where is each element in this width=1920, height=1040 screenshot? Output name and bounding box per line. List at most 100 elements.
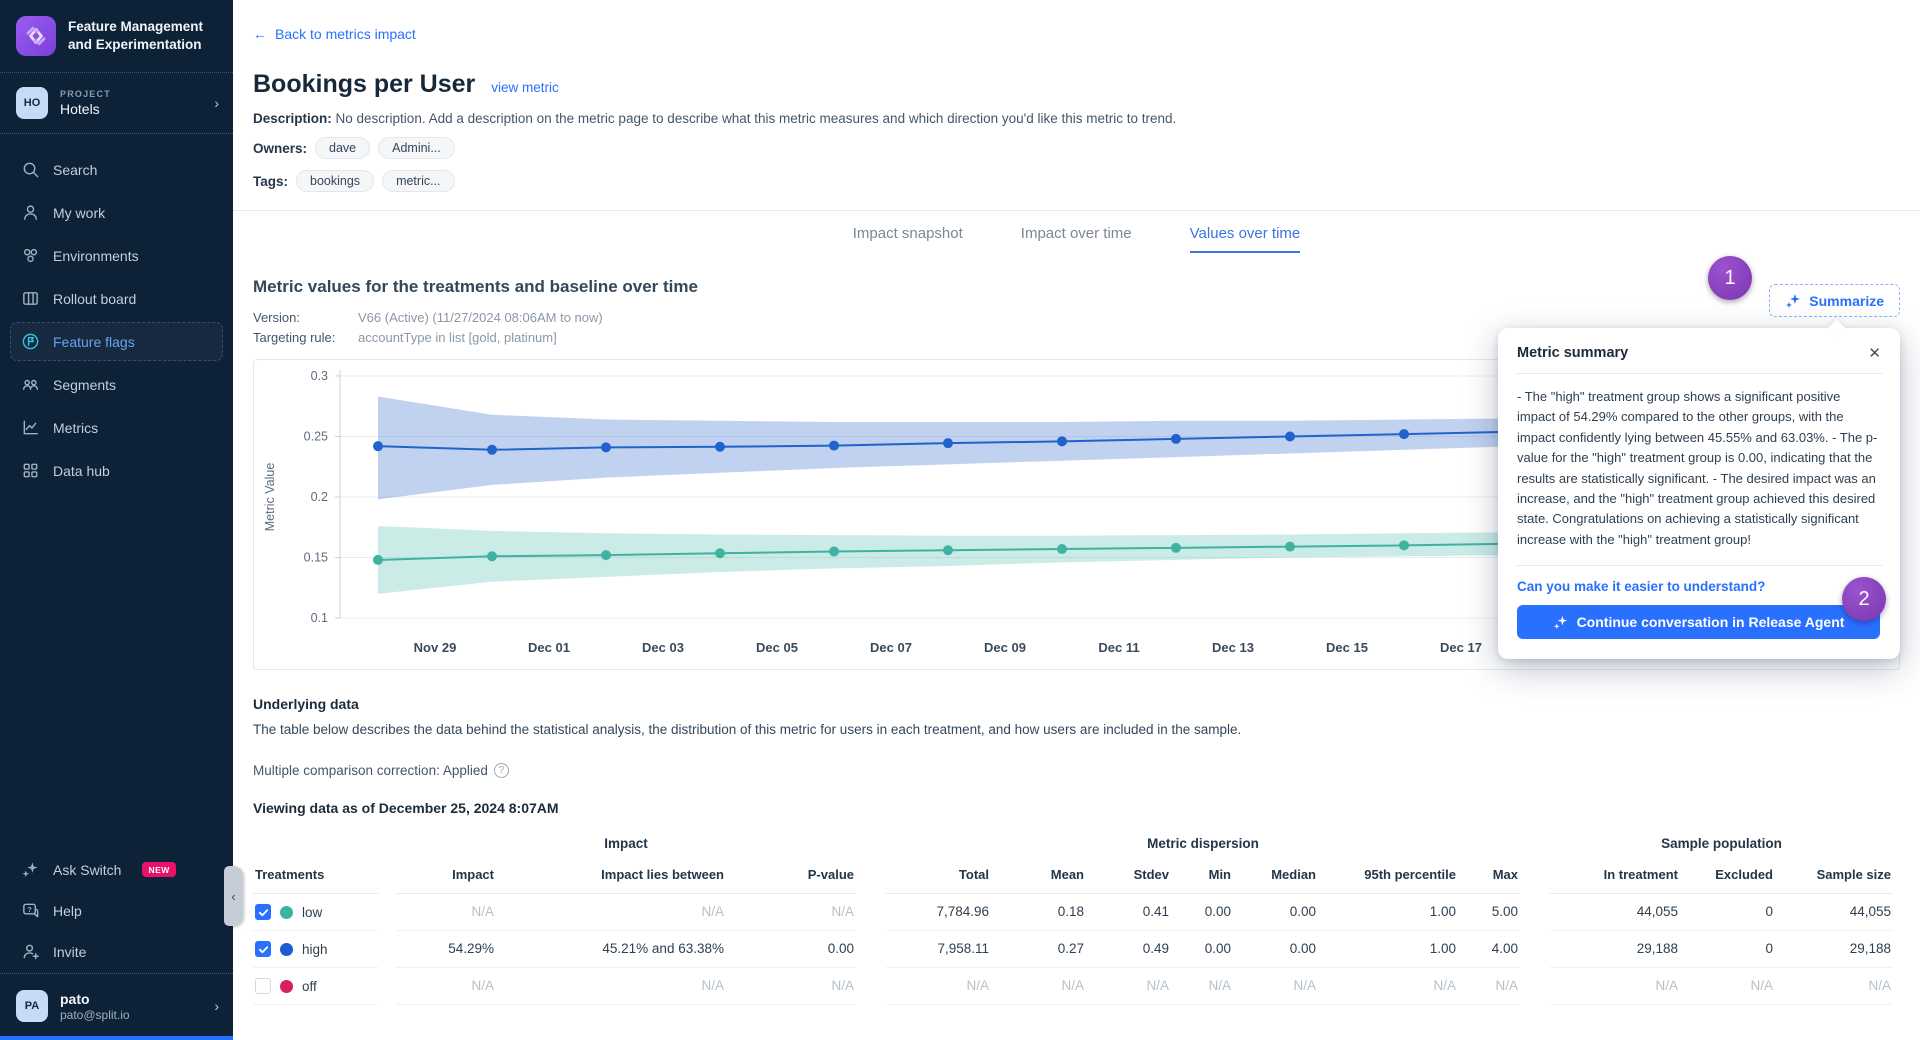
cell-high-mean: 0.27: [991, 931, 1086, 968]
user-name: pato: [60, 990, 90, 1007]
targeting-rule-label: Targeting rule:: [253, 330, 336, 345]
treatment-checkbox-low[interactable]: [255, 904, 271, 920]
high-point: [829, 440, 839, 451]
cell-low-min: 0.00: [1171, 894, 1233, 931]
divider: [0, 973, 233, 974]
rollout-board-icon: [21, 289, 40, 308]
line-chart[interactable]: 0.3 0.25 0.2 0.15 0.1 Nov 29 Dec 01 Dec 03 Dec 0…: [254, 360, 1899, 669]
continue-release-agent-button[interactable]: Continue conversation in Release Agent: [1517, 605, 1880, 640]
sidebar-item-label: Rollout board: [53, 290, 137, 307]
cell-high-max: 4.00: [1458, 931, 1520, 968]
column-header-in-treatment: In treatment: [1550, 863, 1680, 894]
cell-high-median: 0.00: [1233, 931, 1318, 968]
owner-pill[interactable]: dave: [315, 137, 371, 159]
column-header-median: Median: [1233, 863, 1318, 894]
x-tick-label: Nov 29: [414, 640, 457, 655]
sidebar-nav: Search My work Environments Rollout board Fe…: [0, 136, 233, 504]
cell-high-excluded: 0: [1680, 931, 1775, 968]
info-icon[interactable]: ?: [493, 763, 509, 778]
sidebar-item-ask-switch[interactable]: Ask Switch NEW: [10, 850, 223, 889]
chevron-right-icon: ›: [214, 998, 219, 1014]
sidebar-item-invite[interactable]: Invite: [10, 932, 223, 971]
sparkles-icon: [21, 860, 40, 879]
cell-high-stdev: 0.49: [1086, 931, 1171, 968]
cell-off-p-value: N/A: [726, 968, 856, 1005]
sidebar-item-search[interactable]: Search: [10, 150, 223, 189]
tag-pill[interactable]: metric...: [382, 170, 455, 192]
tag-pill[interactable]: bookings: [296, 170, 375, 192]
treatment-checkbox-high[interactable]: [255, 941, 271, 957]
help-icon: ?: [21, 901, 40, 920]
spacer-cell: [856, 836, 886, 863]
column-header-min: Min: [1171, 863, 1233, 894]
description-row: Description: No description. Add a descr…: [253, 111, 1900, 126]
sidebar-item-environments[interactable]: Environments: [10, 236, 223, 275]
sidebar-item-label: Feature flags: [53, 333, 135, 350]
sidebar-item-rollout-board[interactable]: Rollout board: [10, 279, 223, 318]
popup-title: Metric summary: [1517, 345, 1629, 361]
correction-row: Multiple comparison correction: Applied …: [253, 763, 1900, 778]
column-header-excluded: Excluded: [1680, 863, 1775, 894]
cell-high-min: 0.00: [1171, 931, 1233, 968]
treatment-dot-low: [280, 905, 293, 919]
sidebar-collapse-handle[interactable]: ‹: [224, 866, 243, 926]
sidebar-item-data-hub[interactable]: Data hub: [10, 451, 223, 490]
x-tick-label: Dec 15: [1326, 640, 1368, 655]
sidebar-item-feature-flags[interactable]: Feature flags: [10, 322, 223, 361]
user-menu[interactable]: PA pato pato@split.io ›: [0, 976, 233, 1040]
cell-low-95th-percentile: 1.00: [1318, 894, 1458, 931]
close-icon[interactable]: ✕: [1868, 344, 1881, 362]
treatment-checkbox-off[interactable]: [255, 978, 271, 994]
spacer-cell: [253, 836, 396, 863]
app-title: Feature Management and Experimentation: [68, 18, 204, 52]
column-header-sample-size: Sample size: [1775, 863, 1893, 894]
x-tick-label: Dec 07: [870, 640, 912, 655]
sidebar-item-label: Environments: [53, 247, 139, 264]
arrow-left-icon: ←: [253, 26, 267, 42]
tab-impact-snapshot[interactable]: Impact snapshot: [852, 225, 963, 242]
make-easier-link[interactable]: Can you make it easier to understand?: [1517, 579, 1766, 595]
metric-summary-text: - The "high" treatment group shows a sig…: [1517, 389, 1878, 547]
low-point: [943, 545, 953, 556]
x-tick-label: Dec 05: [756, 640, 798, 655]
cell-high-impact: 54.29%: [396, 931, 496, 968]
description-label: Description:: [253, 111, 332, 126]
cell-low-stdev: 0.41: [1086, 894, 1171, 931]
owner-pill[interactable]: Admini...: [378, 137, 455, 159]
tab-values-over-time[interactable]: Values over time: [1189, 225, 1301, 253]
column-header-impact: Impact: [396, 863, 496, 894]
sidebar-item-segments[interactable]: Segments: [10, 365, 223, 404]
back-link[interactable]: ← Back to metrics impact: [253, 26, 416, 42]
feature-flags-icon: [21, 332, 40, 351]
logo-row[interactable]: Feature Management and Experimentation: [0, 0, 233, 70]
low-point: [1399, 540, 1409, 551]
x-tick-label: Dec 17: [1440, 640, 1482, 655]
back-link-label: Back to metrics impact: [275, 26, 416, 42]
column-gap: [1520, 894, 1550, 931]
treatment-row-low: low: [253, 894, 378, 931]
search-icon: [21, 160, 40, 179]
segments-icon: [21, 375, 40, 394]
correction-text: Multiple comparison correction: Applied: [253, 763, 488, 778]
cell-low-in-treatment: 44,055: [1550, 894, 1680, 931]
chevron-right-icon: ›: [214, 95, 219, 111]
cell-low-mean: 0.18: [991, 894, 1086, 931]
sidebar-item-help[interactable]: ? Help: [10, 891, 223, 930]
column-gap: [1520, 863, 1550, 894]
tab-impact-over-time[interactable]: Impact over time: [1020, 225, 1132, 242]
cell-off-impact-lies-between: N/A: [496, 968, 726, 1005]
tab-bar: Impact snapshot Impact over time Values ov…: [253, 225, 1900, 253]
my-work-icon: [21, 203, 40, 222]
view-metric-link[interactable]: view metric: [491, 80, 559, 95]
project-switcher[interactable]: HO PROJECT Hotels ›: [0, 75, 233, 131]
project-badge: HO: [16, 87, 48, 119]
summarize-button[interactable]: Summarize: [1769, 284, 1900, 317]
user-email: pato@split.io: [60, 1007, 130, 1022]
data-hub-icon: [21, 461, 40, 480]
sidebar-item-my-work[interactable]: My work: [10, 193, 223, 232]
low-point: [601, 550, 611, 561]
cell-off-min: N/A: [1171, 968, 1233, 1005]
cell-low-impact-lies-between: N/A: [496, 894, 726, 931]
targeting-rule-value: accountType in list [gold, platinum]: [358, 330, 557, 345]
sidebar-item-metrics[interactable]: Metrics: [10, 408, 223, 447]
